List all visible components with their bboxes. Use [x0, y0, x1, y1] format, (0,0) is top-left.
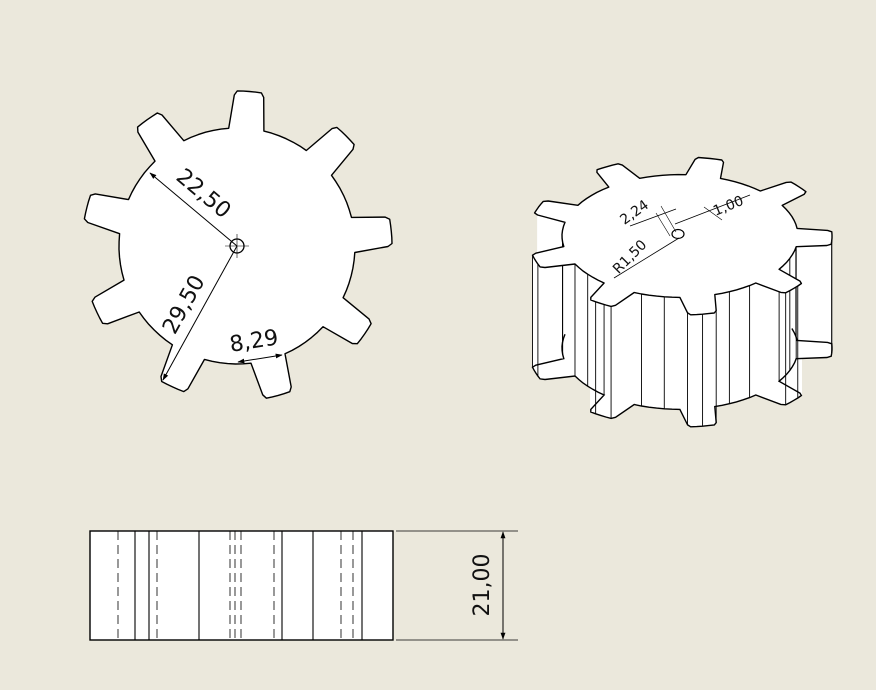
wall-face — [690, 314, 698, 428]
wall-face — [648, 294, 658, 409]
wall-face — [728, 289, 737, 405]
wall-face — [749, 282, 757, 399]
dim-ext-hole-2 — [655, 212, 671, 237]
iso-view: 2,24 1,00 R1,50 — [531, 156, 833, 428]
dim-height: 21,00 — [470, 554, 495, 617]
wall-face — [605, 304, 612, 420]
dim-line-hole — [629, 208, 677, 227]
wall-face — [633, 291, 642, 407]
wall-face — [735, 287, 744, 403]
wall-face — [614, 291, 635, 419]
wall-face — [826, 243, 832, 359]
gear-outline — [83, 90, 393, 399]
dim-ext-hole-1 — [660, 205, 677, 233]
wall-face — [574, 262, 580, 381]
wall-face — [721, 291, 730, 406]
wall-face — [671, 296, 681, 410]
gear-bottom-edge — [531, 328, 833, 428]
dim-line-offset — [674, 194, 751, 225]
front-view: 22,50 29,50 8,29 — [83, 90, 393, 399]
wall-face — [789, 287, 795, 404]
dim-line-tooth-width — [237, 353, 283, 364]
side-body — [89, 530, 394, 641]
wall-face — [702, 313, 709, 427]
side-edges — [134, 531, 363, 640]
wall-face — [640, 293, 650, 408]
wall-face — [663, 296, 673, 410]
gear-top-face — [531, 156, 833, 316]
wall-face — [610, 304, 616, 420]
wall-face — [582, 270, 589, 388]
wall-face — [578, 266, 584, 385]
dim-ext-offset — [703, 206, 723, 221]
wall-face — [679, 297, 689, 426]
dim-line-inner-radius — [149, 172, 238, 247]
side-hidden-lines — [117, 531, 354, 640]
wall-face — [755, 282, 782, 406]
wall-face — [696, 313, 704, 428]
side-view: 21,00 — [89, 530, 518, 641]
wall-face — [656, 295, 665, 410]
dim-line-radius — [613, 237, 680, 279]
wall-face — [707, 312, 715, 427]
dim-line-outer-radius — [162, 245, 238, 381]
wall-face — [780, 291, 787, 406]
wall-face — [537, 214, 566, 335]
wall-face — [587, 273, 594, 391]
wall-face — [742, 284, 751, 401]
